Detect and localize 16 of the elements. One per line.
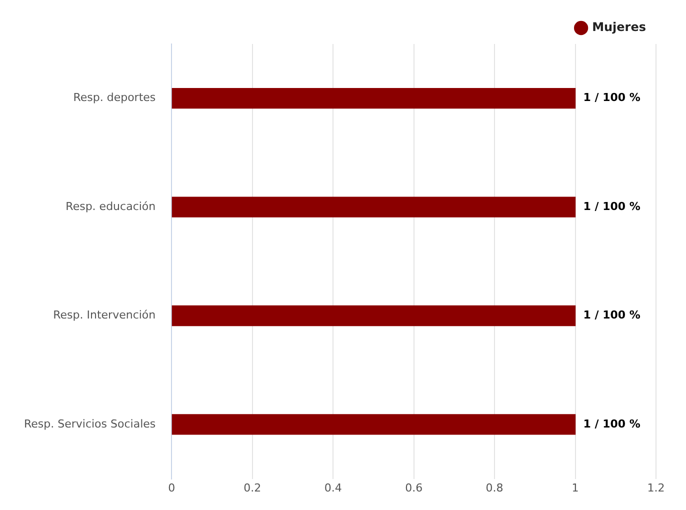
data-label: 1 / 100 % [583,308,640,322]
x-tick-label: 1.2 [647,481,665,494]
y-tick-label: Resp. deportes [73,91,156,104]
x-tick-label: 1 [572,481,579,494]
x-tick-label: 0.6 [405,481,423,494]
y-tick-label: Resp. Intervención [53,308,156,322]
data-label: 1 / 100 % [583,200,640,213]
y-tick-label: Resp. Servicios Sociales [24,417,156,430]
data-label: 1 / 100 % [583,417,640,430]
y-tick-label: Resp. educación [66,200,156,213]
x-tick-label: 0.4 [324,481,342,494]
data-label: 1 / 100 % [583,91,640,104]
x-tick-label: 0 [168,481,176,494]
x-tick-label: 0.2 [244,481,262,494]
x-tick-label: 0.8 [486,481,504,494]
legend-label: Mujeres [592,20,646,34]
